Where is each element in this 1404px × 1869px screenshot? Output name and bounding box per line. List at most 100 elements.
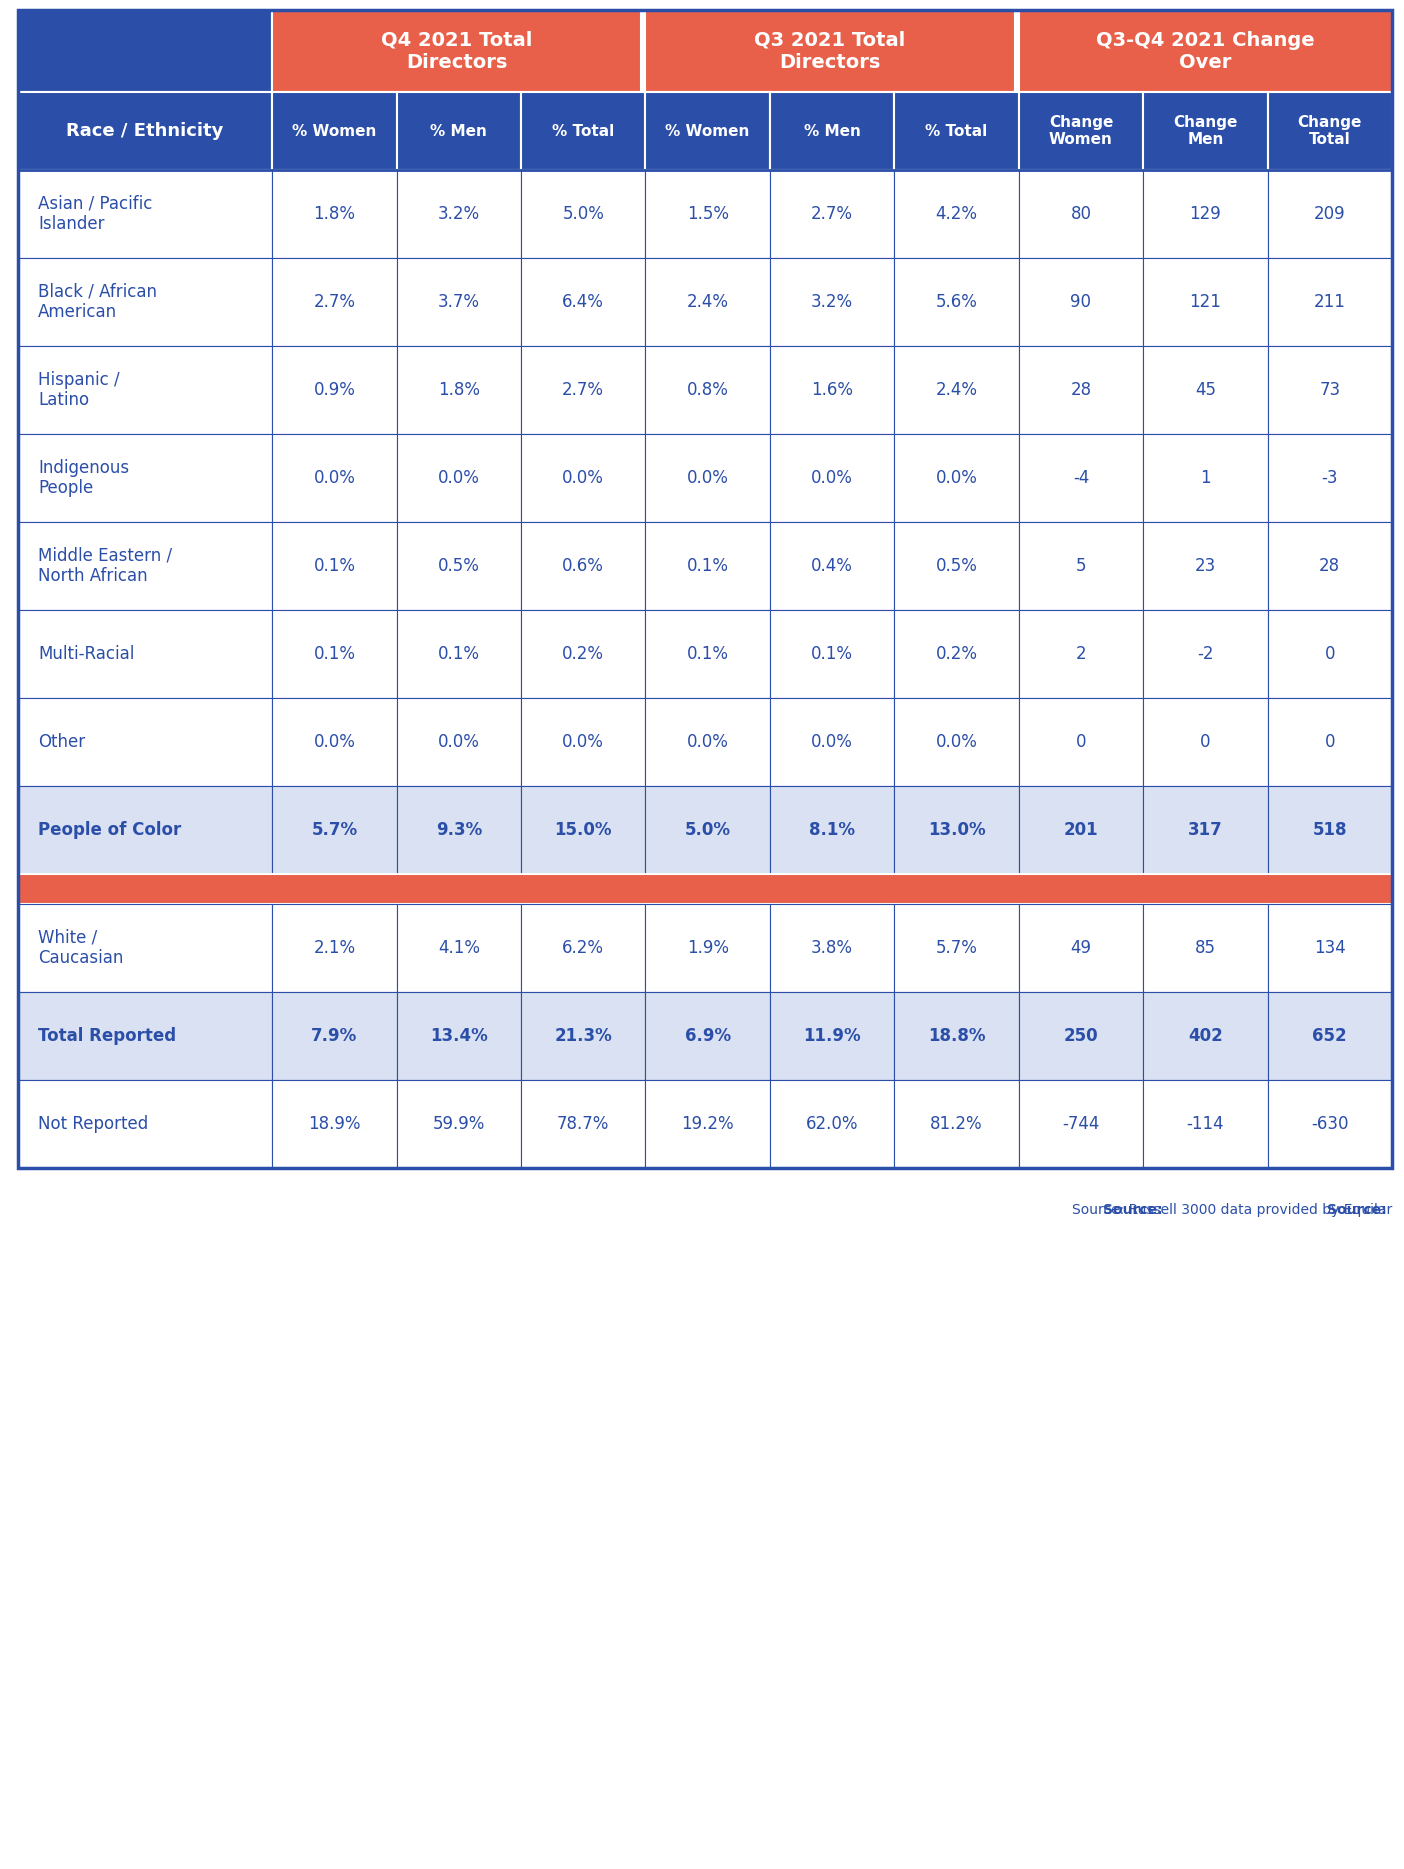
FancyBboxPatch shape <box>521 609 646 697</box>
Text: 0.9%: 0.9% <box>313 381 355 398</box>
FancyBboxPatch shape <box>396 992 521 1080</box>
Text: 0.5%: 0.5% <box>438 557 480 576</box>
Text: People of Color: People of Color <box>38 820 181 839</box>
Text: 6.2%: 6.2% <box>562 938 604 957</box>
Text: 3.8%: 3.8% <box>812 938 854 957</box>
Text: % Total: % Total <box>925 123 987 138</box>
FancyBboxPatch shape <box>1268 905 1391 992</box>
FancyBboxPatch shape <box>646 170 769 258</box>
Text: 80: 80 <box>1070 206 1091 222</box>
FancyBboxPatch shape <box>769 992 894 1080</box>
Text: 2: 2 <box>1075 645 1087 663</box>
Text: Race / Ethnicity: Race / Ethnicity <box>66 121 223 140</box>
Text: 121: 121 <box>1189 293 1221 310</box>
FancyBboxPatch shape <box>396 258 521 346</box>
Text: Total Reported: Total Reported <box>38 1026 177 1045</box>
FancyBboxPatch shape <box>1268 697 1391 787</box>
Text: 0.0%: 0.0% <box>935 469 977 488</box>
FancyBboxPatch shape <box>1019 521 1143 609</box>
Text: 0.0%: 0.0% <box>563 469 604 488</box>
FancyBboxPatch shape <box>769 521 894 609</box>
Text: 0.0%: 0.0% <box>438 733 480 751</box>
FancyBboxPatch shape <box>1019 170 1143 258</box>
Text: 6.9%: 6.9% <box>685 1026 730 1045</box>
Text: 0: 0 <box>1324 733 1335 751</box>
Text: 0.6%: 0.6% <box>563 557 604 576</box>
FancyBboxPatch shape <box>272 787 396 875</box>
Text: 5.0%: 5.0% <box>685 820 730 839</box>
FancyBboxPatch shape <box>396 609 521 697</box>
Text: 211: 211 <box>1314 293 1345 310</box>
FancyBboxPatch shape <box>1019 697 1143 787</box>
FancyBboxPatch shape <box>769 170 894 258</box>
FancyBboxPatch shape <box>18 875 1391 905</box>
Text: 0.1%: 0.1% <box>313 645 355 663</box>
FancyBboxPatch shape <box>1268 346 1391 434</box>
Text: Source:: Source: <box>1328 1204 1391 1217</box>
Text: Change
Women: Change Women <box>1049 114 1113 148</box>
Text: 5.7%: 5.7% <box>935 938 977 957</box>
Text: 2.7%: 2.7% <box>812 206 854 222</box>
FancyBboxPatch shape <box>769 787 894 875</box>
FancyBboxPatch shape <box>272 521 396 609</box>
FancyBboxPatch shape <box>18 92 272 170</box>
FancyBboxPatch shape <box>521 434 646 521</box>
Text: 209: 209 <box>1314 206 1345 222</box>
Text: -744: -744 <box>1063 1116 1099 1133</box>
Text: 5: 5 <box>1075 557 1087 576</box>
Text: 18.9%: 18.9% <box>307 1116 361 1133</box>
Text: 134: 134 <box>1314 938 1345 957</box>
Text: -2: -2 <box>1198 645 1213 663</box>
FancyBboxPatch shape <box>646 92 769 170</box>
FancyBboxPatch shape <box>1143 258 1268 346</box>
FancyBboxPatch shape <box>521 905 646 992</box>
Text: -3: -3 <box>1321 469 1338 488</box>
Text: 59.9%: 59.9% <box>432 1116 484 1133</box>
Text: 652: 652 <box>1313 1026 1346 1045</box>
Text: 78.7%: 78.7% <box>557 1116 609 1133</box>
Text: 0.0%: 0.0% <box>563 733 604 751</box>
Text: 18.8%: 18.8% <box>928 1026 986 1045</box>
Text: % Women: % Women <box>665 123 750 138</box>
FancyBboxPatch shape <box>1268 1080 1391 1168</box>
Text: 0.0%: 0.0% <box>313 469 355 488</box>
Text: 2.4%: 2.4% <box>687 293 729 310</box>
Text: % Women: % Women <box>292 123 376 138</box>
FancyBboxPatch shape <box>1143 697 1268 787</box>
FancyBboxPatch shape <box>894 609 1019 697</box>
FancyBboxPatch shape <box>1143 92 1268 170</box>
FancyBboxPatch shape <box>521 346 646 434</box>
Text: 0.0%: 0.0% <box>687 469 729 488</box>
Text: 2.1%: 2.1% <box>313 938 355 957</box>
Text: White /
Caucasian: White / Caucasian <box>38 929 124 968</box>
FancyBboxPatch shape <box>894 346 1019 434</box>
Text: 28: 28 <box>1320 557 1341 576</box>
FancyBboxPatch shape <box>18 787 272 875</box>
FancyBboxPatch shape <box>272 346 396 434</box>
Text: 23: 23 <box>1195 557 1216 576</box>
FancyBboxPatch shape <box>18 609 272 697</box>
Text: 0.0%: 0.0% <box>812 469 854 488</box>
FancyBboxPatch shape <box>1019 787 1143 875</box>
FancyBboxPatch shape <box>396 1080 521 1168</box>
FancyBboxPatch shape <box>1143 787 1268 875</box>
Text: 0: 0 <box>1324 645 1335 663</box>
FancyBboxPatch shape <box>18 258 272 346</box>
Text: 1.8%: 1.8% <box>438 381 480 398</box>
Text: 13.4%: 13.4% <box>430 1026 487 1045</box>
FancyBboxPatch shape <box>1019 1080 1143 1168</box>
FancyBboxPatch shape <box>18 170 272 258</box>
FancyBboxPatch shape <box>769 1080 894 1168</box>
FancyBboxPatch shape <box>1143 521 1268 609</box>
Text: 402: 402 <box>1188 1026 1223 1045</box>
FancyBboxPatch shape <box>1268 609 1391 697</box>
FancyBboxPatch shape <box>894 905 1019 992</box>
Text: Multi-Racial: Multi-Racial <box>38 645 135 663</box>
Text: 0.5%: 0.5% <box>935 557 977 576</box>
Text: 15.0%: 15.0% <box>555 820 612 839</box>
Text: 129: 129 <box>1189 206 1221 222</box>
Text: 0.1%: 0.1% <box>687 645 729 663</box>
Text: 0.4%: 0.4% <box>812 557 854 576</box>
FancyBboxPatch shape <box>396 434 521 521</box>
FancyBboxPatch shape <box>272 434 396 521</box>
